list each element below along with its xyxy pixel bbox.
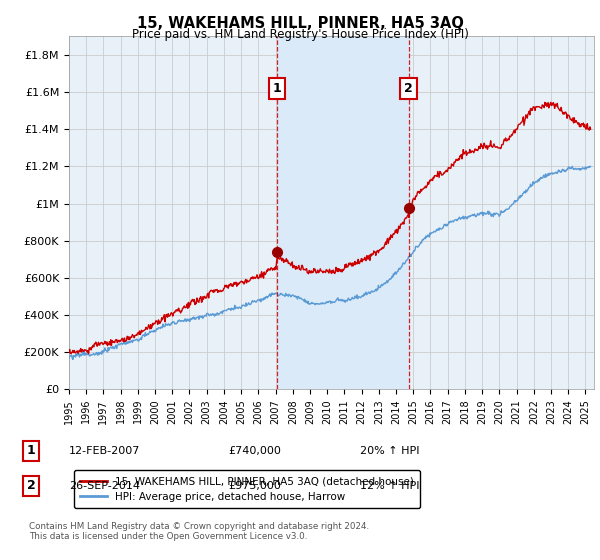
Text: 20% ↑ HPI: 20% ↑ HPI xyxy=(360,446,419,456)
Text: 12-FEB-2007: 12-FEB-2007 xyxy=(69,446,140,456)
Text: Contains HM Land Registry data © Crown copyright and database right 2024.
This d: Contains HM Land Registry data © Crown c… xyxy=(29,522,369,542)
Text: Price paid vs. HM Land Registry's House Price Index (HPI): Price paid vs. HM Land Registry's House … xyxy=(131,28,469,41)
Text: £740,000: £740,000 xyxy=(228,446,281,456)
Text: 1: 1 xyxy=(273,82,281,95)
Bar xyxy=(277,36,409,389)
Text: 26-SEP-2014: 26-SEP-2014 xyxy=(69,480,140,491)
Text: 12% ↑ HPI: 12% ↑ HPI xyxy=(360,480,419,491)
Text: £975,000: £975,000 xyxy=(228,480,281,491)
Text: 2: 2 xyxy=(404,82,413,95)
Text: 15, WAKEHAMS HILL, PINNER, HA5 3AQ: 15, WAKEHAMS HILL, PINNER, HA5 3AQ xyxy=(137,16,463,31)
Text: 1: 1 xyxy=(27,444,35,458)
Text: 2: 2 xyxy=(27,479,35,492)
Legend: 15, WAKEHAMS HILL, PINNER, HA5 3AQ (detached house), HPI: Average price, detache: 15, WAKEHAMS HILL, PINNER, HA5 3AQ (deta… xyxy=(74,470,420,508)
